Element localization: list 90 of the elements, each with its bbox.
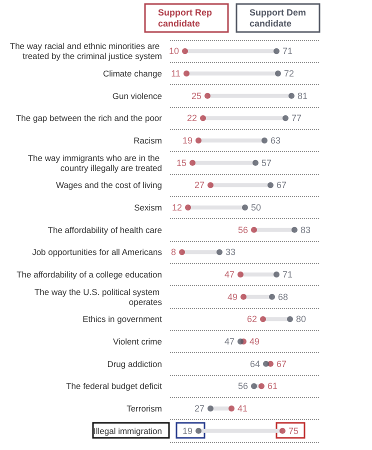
point <box>274 48 280 54</box>
y-tick-label: The way racial and ethnic minorities are treated by the criminal justice system <box>10 41 162 62</box>
data-label: 22 <box>186 113 197 124</box>
point <box>268 182 274 188</box>
y-tick-label: The way the U.S. political system operates <box>34 286 162 307</box>
y-tick-label: The gap between the rich and the poor <box>16 113 162 124</box>
y-tick-label: Climate change <box>102 68 162 78</box>
data-label: 71 <box>282 270 293 280</box>
point <box>228 406 234 412</box>
data-label: 57 <box>262 158 272 168</box>
point <box>196 428 202 434</box>
y-tick-label: Racism <box>134 136 162 146</box>
point <box>251 383 257 390</box>
point <box>260 316 266 322</box>
y-tick-label: Wages and the cost of living <box>56 180 162 190</box>
y-tick-label: Violent crime <box>113 336 162 346</box>
point <box>196 138 202 144</box>
y-tick-label: The federal budget deficit <box>66 381 163 392</box>
data-label: 27 <box>194 180 204 190</box>
y-tick-label: Terrorism <box>126 404 162 414</box>
data-label: 61 <box>268 381 278 392</box>
data-label: 81 <box>298 90 308 101</box>
point <box>258 383 264 390</box>
point <box>292 226 298 233</box>
data-label: 10 <box>168 46 179 56</box>
point <box>262 138 268 144</box>
point <box>280 428 286 434</box>
y-tick-label: The affordability of a college education <box>16 270 162 280</box>
y-tick-label: The affordability of health care <box>48 224 162 235</box>
data-label: 50 <box>251 202 262 212</box>
y-tick-label: Gun violence <box>112 90 162 101</box>
point <box>282 115 288 122</box>
point <box>216 249 222 256</box>
point <box>269 294 275 300</box>
data-label: 41 <box>238 404 248 414</box>
text: Support Rep candidate <box>158 8 214 28</box>
data-label: 67 <box>276 180 287 190</box>
data-label: 25 <box>191 90 202 101</box>
point <box>200 115 206 122</box>
data-label: 47 <box>224 336 234 346</box>
data-label: 15 <box>176 158 186 168</box>
data-label: 68 <box>278 292 288 302</box>
data-label: 56 <box>238 224 248 235</box>
point <box>208 182 214 188</box>
point <box>238 272 244 278</box>
data-label: 27 <box>194 404 204 414</box>
data-label: 19 <box>182 136 192 146</box>
point <box>252 160 258 166</box>
point <box>179 249 185 256</box>
point <box>242 204 248 210</box>
data-label: 67 <box>276 358 287 369</box>
data-label: 19 <box>182 426 192 436</box>
point <box>208 406 214 412</box>
data-label: 12 <box>172 202 182 212</box>
data-label: 75 <box>288 426 299 436</box>
data-label: 77 <box>292 113 302 124</box>
data-label: 64 <box>250 358 260 369</box>
y-tick-label: Job opportunities for all Americans <box>32 247 162 258</box>
data-label: 62 <box>246 314 257 324</box>
data-label: 71 <box>282 46 293 56</box>
point <box>288 92 294 99</box>
point <box>185 204 191 210</box>
data-label: 11 <box>171 68 180 78</box>
point <box>251 226 257 233</box>
data-label: 72 <box>284 68 294 78</box>
point <box>184 70 190 76</box>
data-label: 63 <box>270 136 281 146</box>
point <box>274 272 280 278</box>
data-label: 33 <box>226 247 236 258</box>
point <box>204 92 210 99</box>
point <box>275 70 281 76</box>
data-label: 80 <box>296 314 306 324</box>
y-tick-label: Illegal immigration <box>94 426 162 436</box>
data-label: 47 <box>224 270 234 280</box>
point <box>190 160 196 166</box>
y-tick-label: Sexism <box>134 202 162 212</box>
data-label: 83 <box>300 224 311 235</box>
point <box>182 48 188 54</box>
point <box>240 294 246 300</box>
data-label: 49 <box>250 336 260 346</box>
y-tick-label: Ethics in government <box>82 314 163 324</box>
point <box>263 360 269 367</box>
point <box>238 338 244 344</box>
y-tick-label: Drug addiction <box>107 358 162 369</box>
y-tick-label: The way immigrants who are in the country illegally are treated <box>28 152 162 173</box>
data-label: 56 <box>238 381 248 392</box>
data-label: 8 <box>170 247 176 258</box>
text: Support Dem candidate <box>250 8 309 28</box>
point <box>287 316 293 322</box>
data-label: 49 <box>227 292 238 302</box>
